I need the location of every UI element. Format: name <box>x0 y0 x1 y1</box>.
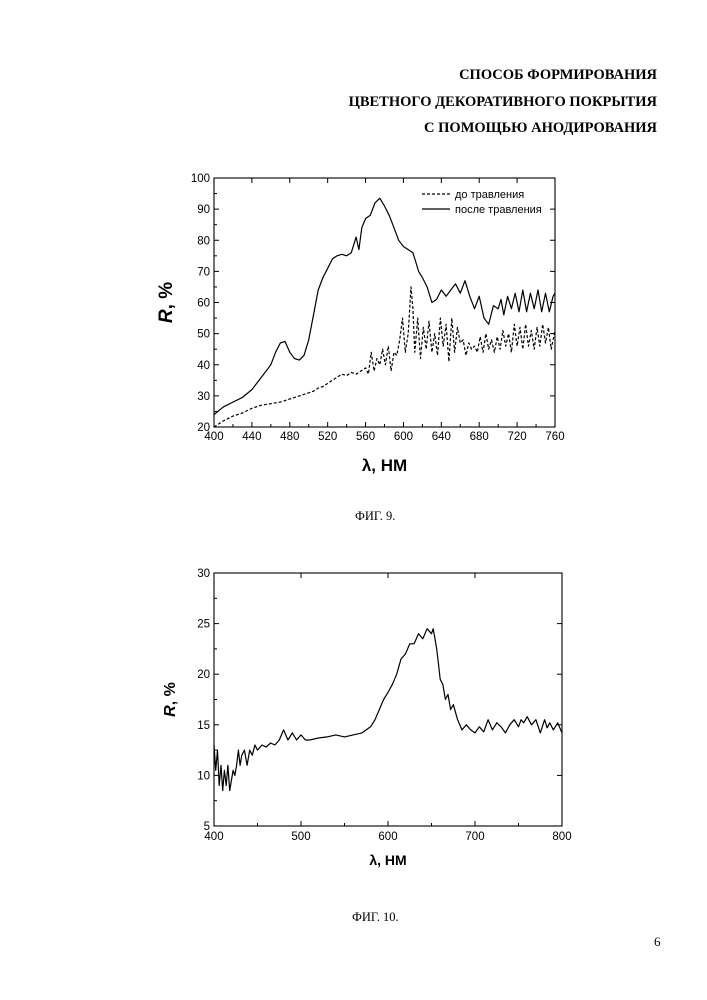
x-tick-label: 600 <box>378 831 397 843</box>
x-tick-label: 640 <box>432 431 451 443</box>
x-tick-label: 440 <box>242 431 261 443</box>
y-tick-label: 20 <box>197 422 210 434</box>
y-axis-label: R, % <box>156 282 177 323</box>
chart-1: 400 440 480 520 560 600 640 680 720 760 20 30 40 50 60… <box>156 173 565 475</box>
x-tick-label: 500 <box>291 831 310 843</box>
x-tick-label: 520 <box>318 431 337 443</box>
x-axis-label-part-1: , НМ <box>377 852 407 868</box>
series-line-1 <box>213 286 556 428</box>
y-axis-label-part-1: , % <box>162 682 179 705</box>
y-tick-label: 80 <box>197 235 210 247</box>
y-tick-label: 100 <box>191 173 210 185</box>
x-tick-label: 700 <box>465 831 484 843</box>
plot-frame <box>213 572 563 827</box>
y-tick-label: 30 <box>197 568 210 580</box>
x-tick-label: 400 <box>204 431 223 443</box>
legend-label-2: после травления <box>455 204 542 216</box>
x-axis-label-part-0: λ <box>369 852 377 868</box>
x-axis-label-part-1: , НМ <box>371 456 407 475</box>
page-number: 6 <box>654 934 661 949</box>
y-tick-label: 50 <box>197 329 210 341</box>
x-tick-label: 400 <box>204 831 223 843</box>
y-tick-label: 30 <box>197 391 210 403</box>
y-tick-label: 90 <box>197 204 210 216</box>
y-tick-label: 10 <box>197 770 210 782</box>
y-tick-label: 5 <box>204 821 210 833</box>
chart-2: 400 500 600 700 800 5 10 15 20 25 30 λ, НМ R, % <box>162 568 572 868</box>
document-title: СПОСОБ ФОРМИРОВАНИЯ ЦВЕТНОГО ДЕКОРАТИВНО… <box>349 62 657 142</box>
y-axis-label: R, % <box>162 682 179 717</box>
x-axis-label: λ, НМ <box>362 456 407 475</box>
title-line-1: СПОСОБ ФОРМИРОВАНИЯ <box>459 67 657 83</box>
x-tick-label: 680 <box>470 431 489 443</box>
figure-9-caption: ФИГ. 9. <box>355 509 396 523</box>
x-tick-label: 800 <box>552 831 571 843</box>
x-tick-label: 600 <box>394 431 413 443</box>
x-axis-label: λ, НМ <box>369 852 406 868</box>
y-axis-label-part-0: R <box>162 705 179 717</box>
series-line-1 <box>213 628 563 792</box>
y-axis-label-part-0: R <box>156 309 177 323</box>
y-axis-label-part-1: , % <box>156 282 177 310</box>
x-axis-label-part-0: λ <box>362 456 372 475</box>
x-tick-label: 560 <box>356 431 375 443</box>
y-tick-label: 25 <box>197 619 210 631</box>
figure-10-caption: ФИГ. 10. <box>352 910 399 924</box>
title-line-2: ЦВЕТНОГО ДЕКОРАТИВНОГО ПОКРЫТИЯ <box>348 93 657 110</box>
x-tick-label: 760 <box>545 431 564 443</box>
y-tick-label: 20 <box>197 669 210 681</box>
y-tick-label: 15 <box>197 720 210 732</box>
title-line-3: С ПОМОЩЬЮ АНОДИРОВАНИЯ <box>424 120 657 136</box>
legend-label-1: до травления <box>455 189 524 201</box>
y-tick-label: 60 <box>197 298 210 310</box>
x-tick-label: 480 <box>280 431 299 443</box>
x-tick-label: 720 <box>508 431 527 443</box>
series-line-2 <box>213 197 556 416</box>
y-tick-label: 70 <box>197 266 210 278</box>
y-tick-label: 40 <box>197 360 210 372</box>
